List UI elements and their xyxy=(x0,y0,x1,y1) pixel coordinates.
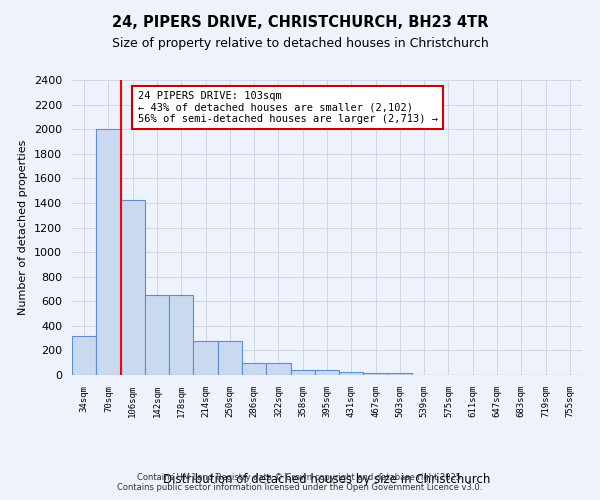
Bar xyxy=(218,340,242,375)
Bar xyxy=(339,372,364,375)
Bar xyxy=(193,340,218,375)
Bar xyxy=(96,129,121,375)
Bar xyxy=(169,295,193,375)
Text: Size of property relative to detached houses in Christchurch: Size of property relative to detached ho… xyxy=(112,38,488,51)
Text: 24, PIPERS DRIVE, CHRISTCHURCH, BH23 4TR: 24, PIPERS DRIVE, CHRISTCHURCH, BH23 4TR xyxy=(112,15,488,30)
Bar xyxy=(364,373,388,375)
X-axis label: Distribution of detached houses by size in Christchurch: Distribution of detached houses by size … xyxy=(163,472,491,486)
Bar xyxy=(388,373,412,375)
Bar xyxy=(242,364,266,375)
Bar xyxy=(315,370,339,375)
Bar xyxy=(72,336,96,375)
Text: 24 PIPERS DRIVE: 103sqm
← 43% of detached houses are smaller (2,102)
56% of semi: 24 PIPERS DRIVE: 103sqm ← 43% of detache… xyxy=(137,91,437,124)
Text: Contains HM Land Registry data © Crown copyright and database right 2025.
Contai: Contains HM Land Registry data © Crown c… xyxy=(118,473,482,492)
Y-axis label: Number of detached properties: Number of detached properties xyxy=(19,140,28,315)
Bar xyxy=(266,364,290,375)
Bar xyxy=(145,295,169,375)
Bar xyxy=(290,370,315,375)
Bar xyxy=(121,200,145,375)
